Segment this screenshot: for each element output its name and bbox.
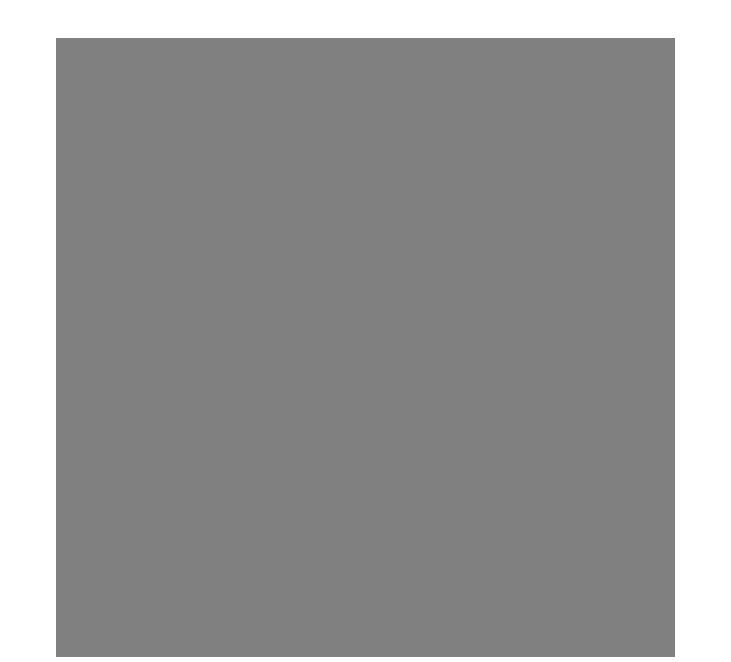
word-cloud — [56, 38, 675, 657]
chart-title — [0, 0, 731, 42]
